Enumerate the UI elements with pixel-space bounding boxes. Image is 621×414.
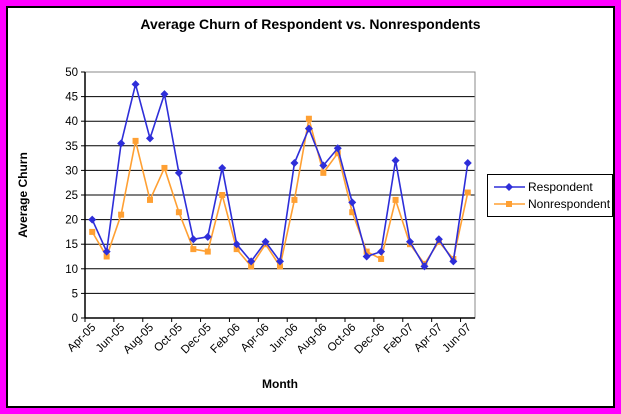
svg-text:45: 45 [65,92,78,104]
y-axis-title: Average Churn [16,152,31,238]
respondent-line-marker-icon [494,183,525,191]
svg-text:35: 35 [65,141,78,153]
legend: Respondent Nonrespondent [487,174,613,217]
svg-text:Feb-07: Feb-07 [382,322,416,356]
svg-text:30: 30 [65,165,78,177]
svg-text:Aug-06: Aug-06 [295,322,330,357]
svg-text:5: 5 [72,288,78,300]
svg-text:Apr-06: Apr-06 [239,322,272,355]
svg-text:Dec-05: Dec-05 [179,322,214,357]
legend-item-respondent: Respondent [493,180,608,194]
chart-frame: Average Churn of Respondent vs. Nonrespo… [6,6,615,408]
nonrespondent-line-marker-icon [494,201,525,207]
svg-text:Apr-07: Apr-07 [412,322,445,355]
svg-text:Dec-06: Dec-06 [353,322,388,357]
y-axis-title-wrap: Average Churn [8,72,38,318]
legend-label-respondent: Respondent [528,180,593,194]
chart-title: Average Churn of Respondent vs. Nonrespo… [140,16,481,32]
svg-text:50: 50 [65,67,78,79]
legend-label-nonrespondent: Nonrespondent [528,197,611,211]
svg-text:20: 20 [65,215,78,227]
svg-text:15: 15 [65,239,78,251]
svg-text:Jun-07: Jun-07 [441,322,474,355]
svg-text:Aug-05: Aug-05 [121,322,156,357]
x-axis-title: Month [262,377,298,391]
svg-text:25: 25 [65,190,78,202]
svg-text:40: 40 [65,116,78,128]
svg-text:Apr-05: Apr-05 [65,322,98,355]
svg-text:Feb-06: Feb-06 [209,322,243,356]
chart-canvas: 05101520253035404550Apr-05Jun-05Aug-05Oc… [65,67,476,357]
legend-item-nonrespondent: Nonrespondent [493,197,611,211]
svg-text:10: 10 [65,264,78,276]
svg-text:0: 0 [72,313,78,325]
